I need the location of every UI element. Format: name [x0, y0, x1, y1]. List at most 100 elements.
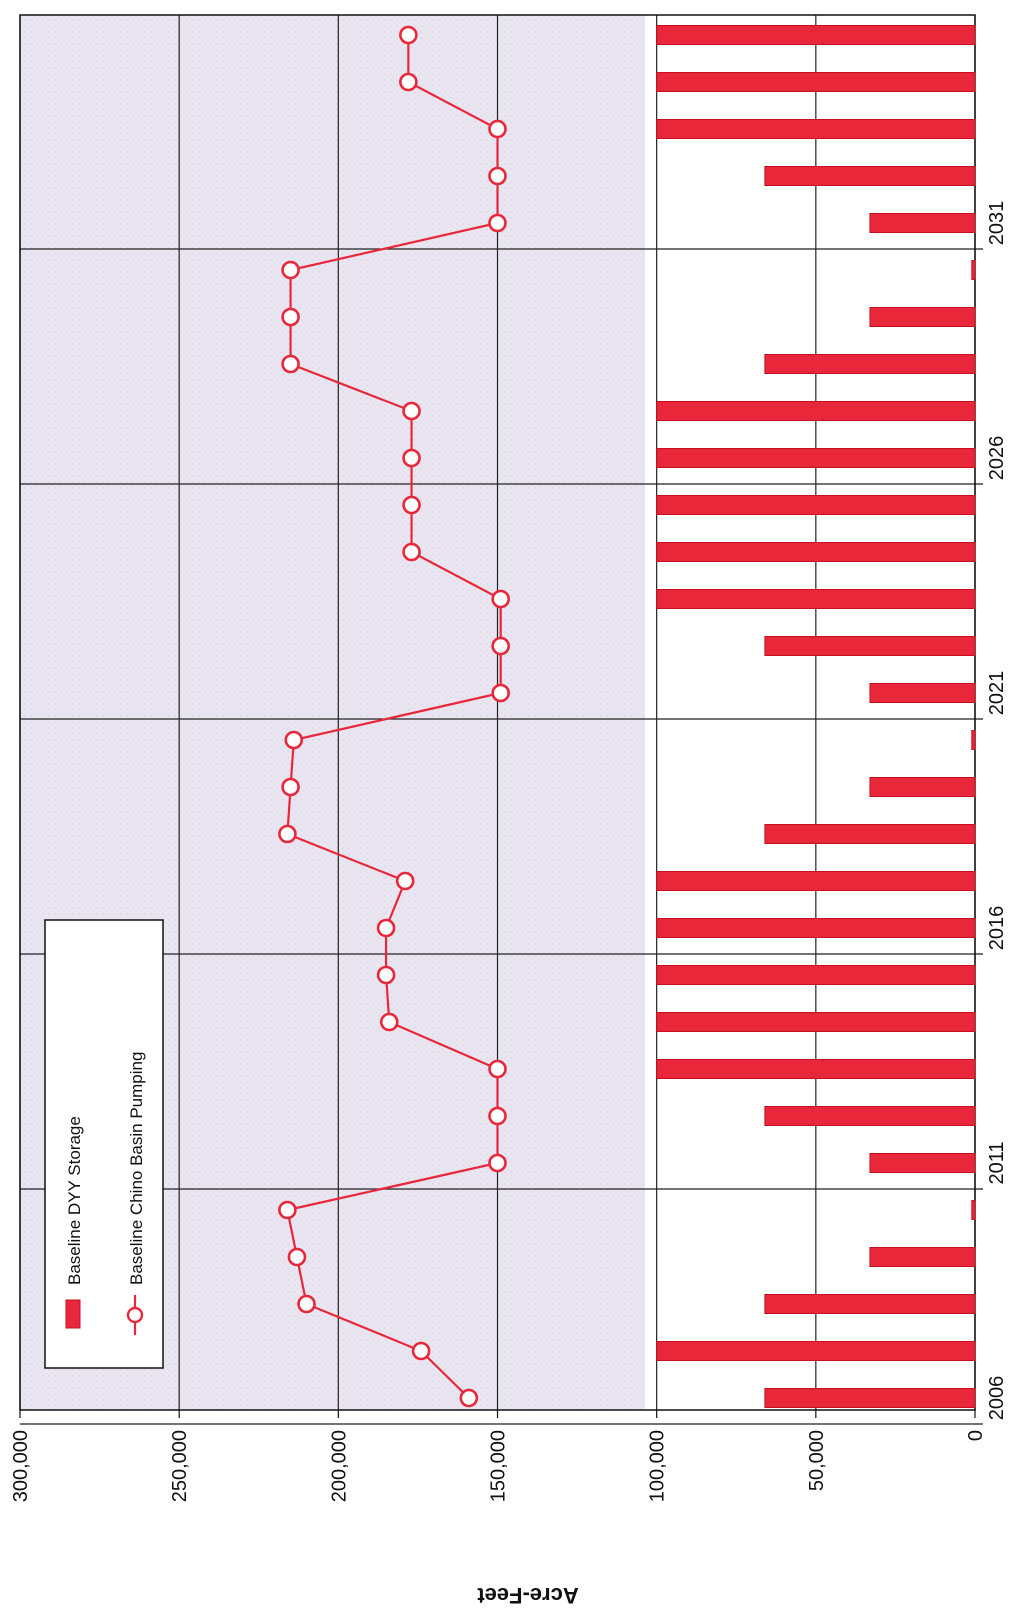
y-tick-label: 200,000 — [328, 1430, 350, 1502]
pumping-line — [286, 35, 502, 1399]
x-tick-group-2: 2016 — [986, 906, 1008, 951]
point-2006 — [459, 1388, 479, 1408]
bar-2027 — [656, 401, 976, 421]
bar-2016 — [656, 918, 976, 938]
point-2021 — [491, 683, 510, 703]
point-2030 — [281, 260, 300, 280]
point-2031 — [488, 213, 507, 233]
point-2027 — [402, 401, 421, 421]
x-tick-label: 2006 — [986, 1376, 1008, 1421]
point-2023 — [491, 589, 510, 609]
bar-2022 — [764, 636, 976, 656]
bar-2021 — [869, 683, 976, 703]
point-2028 — [281, 354, 300, 374]
point-2009 — [287, 1247, 307, 1267]
x-axis-ticks: 2006 2011 2016 2021 2026 2031 — [975, 201, 1008, 1425]
point-2010 — [278, 1200, 297, 1220]
bar-2019 — [869, 777, 976, 797]
y-tick-group-3: 150,000 — [488, 1430, 510, 1502]
legend-box — [44, 919, 164, 1369]
bar-2012 — [764, 1106, 976, 1126]
point-2025 — [402, 495, 421, 515]
point-2022 — [491, 636, 510, 656]
line-series — [278, 25, 510, 1408]
point-2015 — [376, 965, 396, 985]
y-tick-label: 250,000 — [169, 1430, 191, 1502]
bar-2010 — [971, 1200, 976, 1220]
point-2014 — [379, 1012, 399, 1032]
x-tick-group-1: 2011 — [986, 1141, 1008, 1184]
point-2024 — [402, 542, 421, 562]
point-2016 — [376, 918, 396, 938]
y-tick-group-5: 250,000 — [169, 1430, 191, 1502]
bar-2033 — [656, 119, 976, 139]
point-2020 — [284, 730, 304, 750]
point-2018 — [278, 824, 297, 844]
bar-2011 — [869, 1153, 976, 1173]
x-tick-label: 2021 — [986, 671, 1008, 716]
y-tick-group-1: 50,000 — [806, 1430, 828, 1491]
y-tick-label: 50,000 — [806, 1430, 828, 1491]
y-axis-ticks: 0 50,000 100,000 150,000 200,000 250,000 300,0… — [10, 1410, 987, 1502]
bar-2023 — [656, 589, 976, 609]
bar-2009 — [869, 1247, 976, 1267]
y-axis-title: Acre-Feet — [477, 1583, 579, 1608]
legend-bar-swatch — [65, 1299, 81, 1329]
point-2033 — [488, 119, 507, 139]
x-tick-group-0: 2006 — [986, 1376, 1008, 1421]
point-2013 — [488, 1059, 507, 1079]
bar-2026 — [656, 448, 976, 468]
point-2029 — [281, 307, 300, 327]
bar-2035 — [656, 25, 976, 45]
point-2019 — [281, 777, 300, 797]
bar-2020 — [971, 730, 976, 750]
x-tick-group-5: 2031 — [986, 201, 1008, 246]
bar-2013 — [656, 1059, 976, 1079]
bar-2006 — [764, 1388, 976, 1408]
point-2008 — [297, 1294, 316, 1314]
legend-entry-1: Baseline DYY Storage — [65, 1116, 84, 1285]
bar-2034 — [656, 72, 976, 92]
x-tick-group-4: 2026 — [986, 436, 1008, 481]
point-2035 — [399, 25, 418, 45]
legend-marker-swatch — [126, 1306, 144, 1324]
x-tick-label: 2016 — [986, 906, 1008, 951]
y-tick-label: 0 — [965, 1430, 987, 1441]
y-tick-group-6: 300,000 — [10, 1430, 32, 1502]
bar-2030 — [971, 260, 976, 280]
bar-2025 — [656, 495, 976, 515]
bar-2024 — [656, 542, 976, 562]
point-2011 — [488, 1153, 507, 1173]
y-tick-label: 300,000 — [10, 1430, 32, 1502]
bar-2014 — [656, 1012, 976, 1032]
legend: Baseline DYY Storage Baseline Chino Basin… — [44, 919, 164, 1369]
bar-2015 — [656, 965, 976, 985]
bar-2018 — [764, 824, 976, 844]
bar-2031 — [869, 213, 976, 233]
bar-2017 — [656, 871, 976, 891]
y-tick-group-4: 200,000 — [328, 1430, 350, 1502]
bar-2008 — [764, 1294, 976, 1314]
x-tick-group-3: 2021 — [986, 671, 1008, 716]
y-tick-group-0: 0 — [965, 1430, 987, 1441]
y-axis-title-group: Acre-Feet — [477, 1583, 579, 1608]
y-tick-label: 150,000 — [488, 1430, 510, 1502]
point-2026 — [402, 448, 421, 468]
plot-lower-band — [645, 15, 975, 1410]
point-2007 — [411, 1341, 431, 1361]
point-2032 — [488, 166, 507, 186]
x-tick-label: 2031 — [986, 201, 1008, 246]
x-tick-label: 2026 — [986, 436, 1008, 481]
x-tick-label: 2011 — [986, 1141, 1008, 1184]
y-tick-label: 100,000 — [647, 1430, 669, 1502]
bar-2032 — [764, 166, 976, 186]
point-2034 — [399, 72, 418, 92]
bar-series — [656, 25, 976, 1408]
point-2012 — [488, 1106, 507, 1126]
bar-2029 — [869, 307, 976, 327]
bar-2007 — [656, 1341, 976, 1361]
point-2017 — [395, 871, 415, 891]
legend-label-bar: Baseline DYY Storage — [65, 1116, 84, 1285]
legend-label-line: Baseline Chino Basin Pumping — [127, 1052, 146, 1285]
